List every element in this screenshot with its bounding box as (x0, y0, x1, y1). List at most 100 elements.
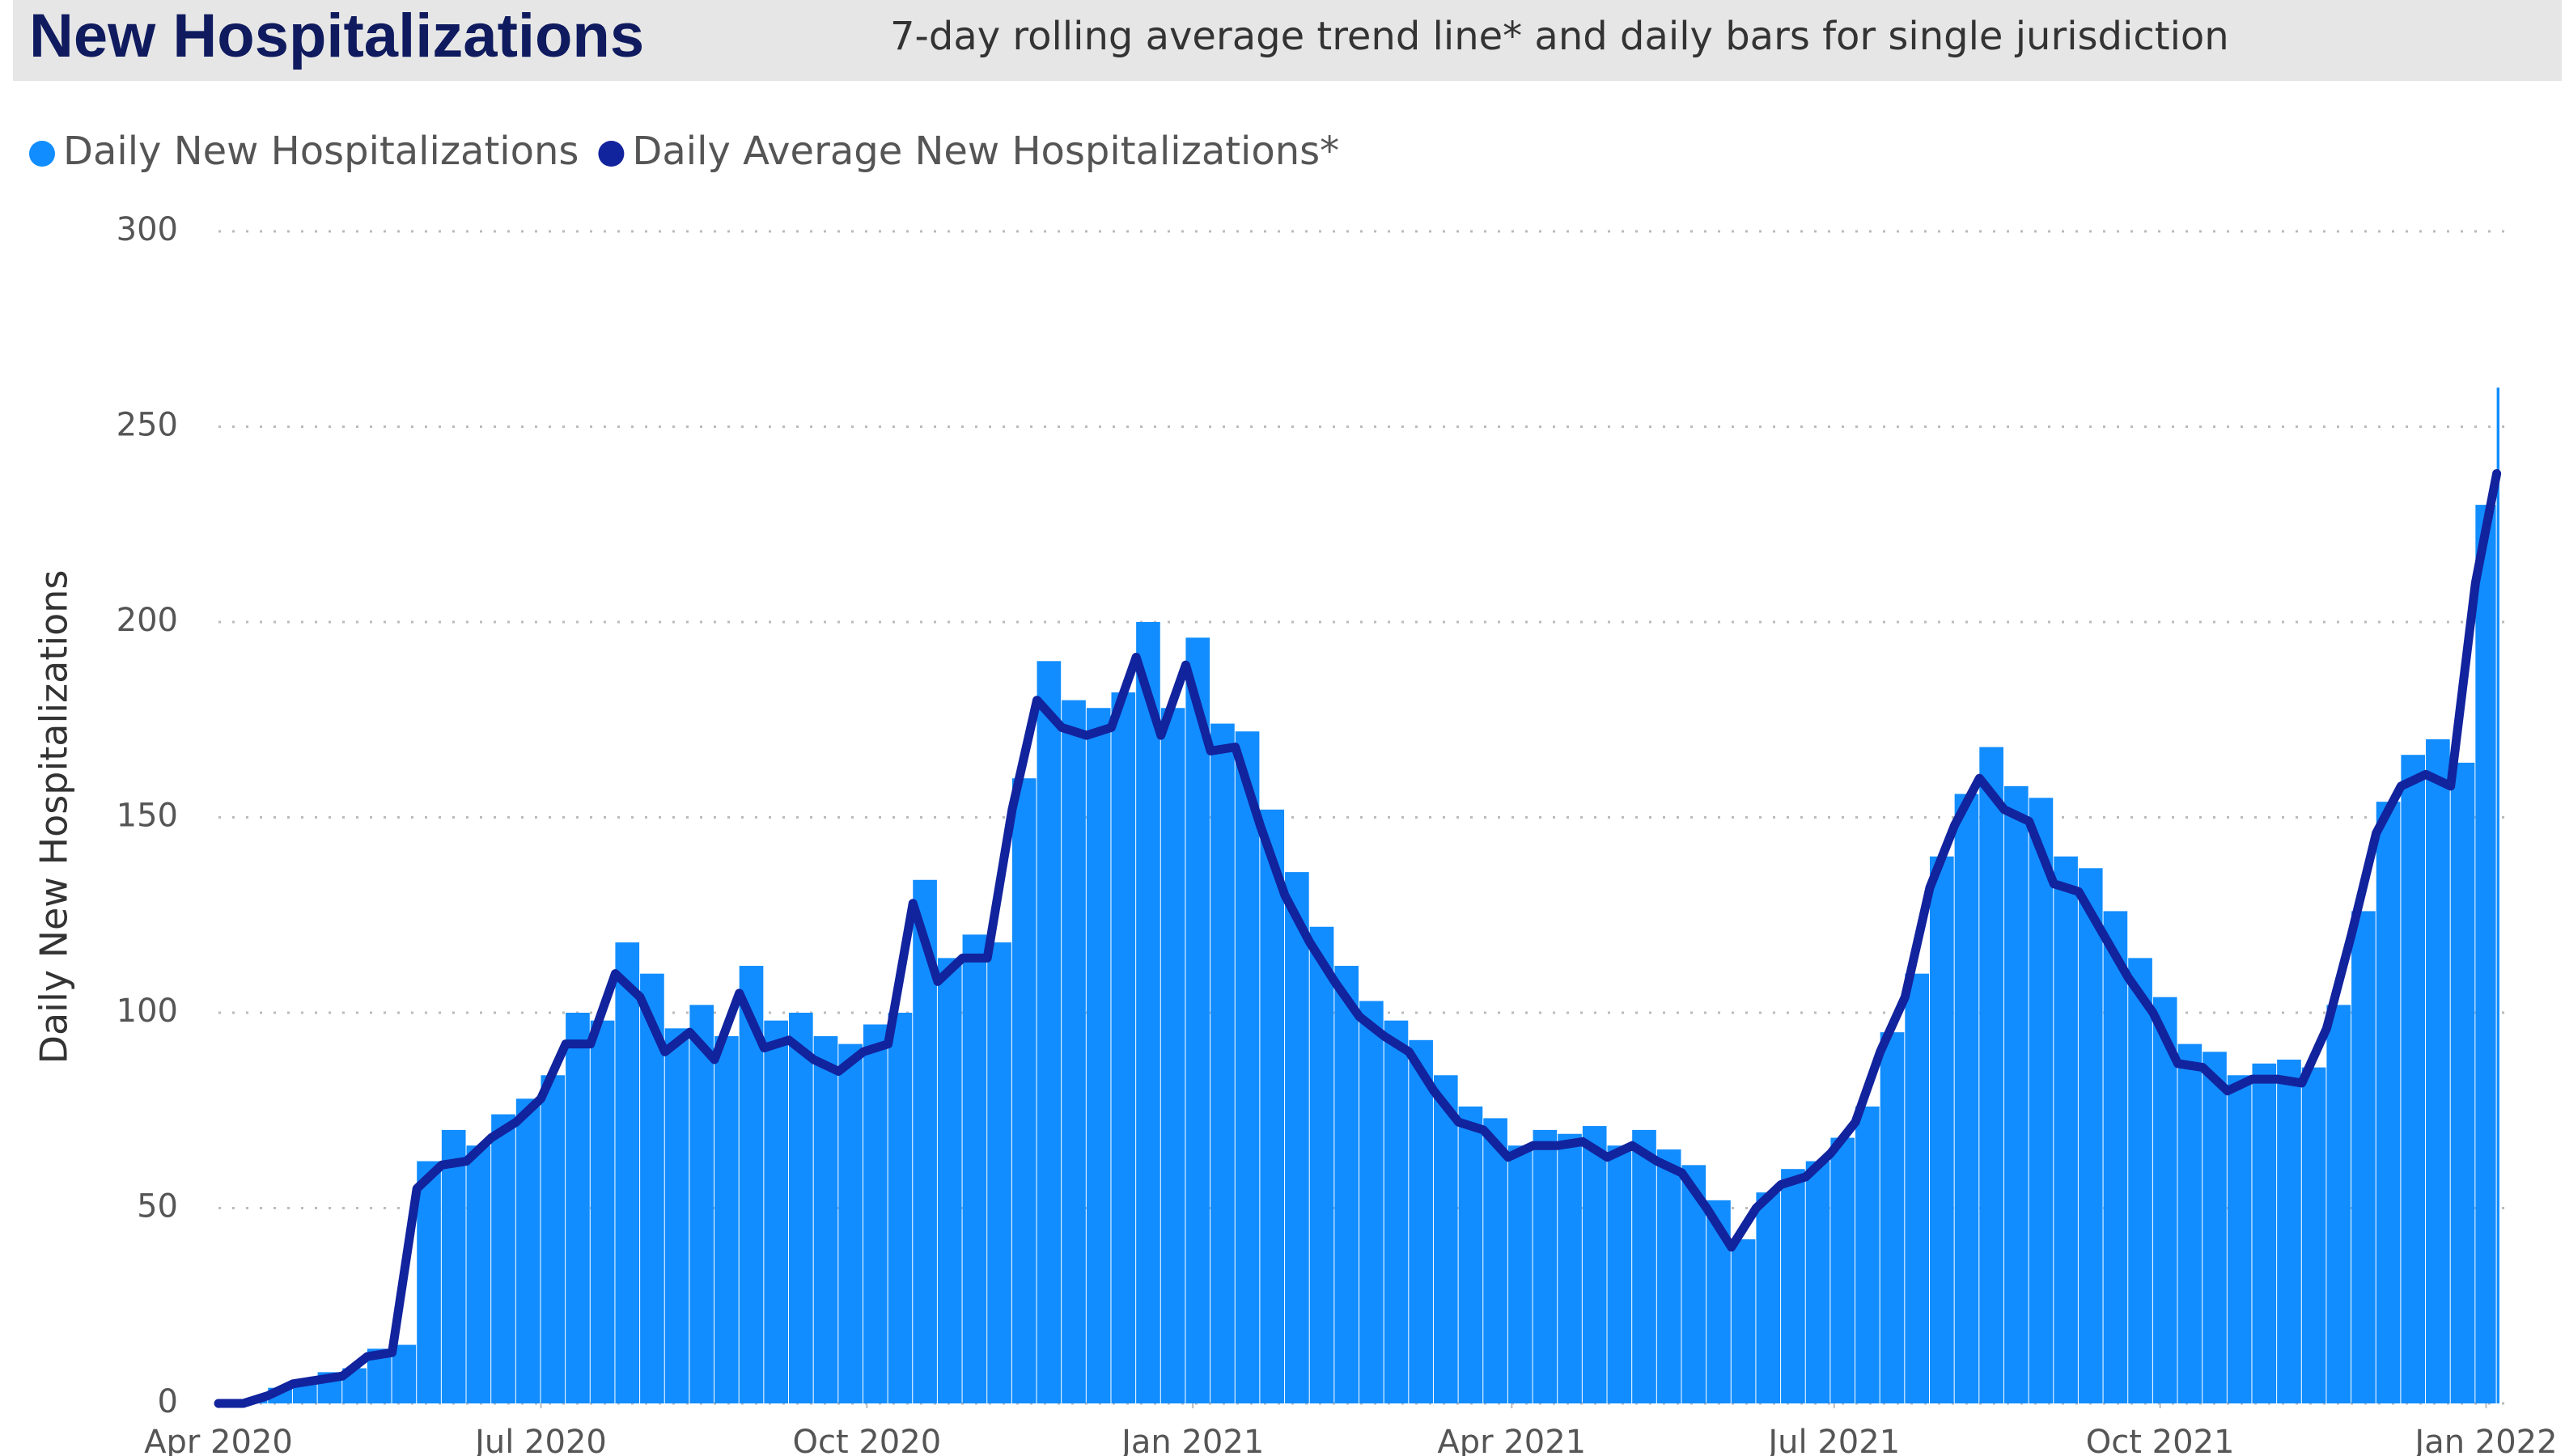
legend-label: Daily Average New Hospitalizations* (632, 129, 1339, 174)
bar (2401, 755, 2426, 1403)
bar (863, 1024, 888, 1403)
legend-marker (29, 141, 55, 167)
bar (1086, 708, 1111, 1403)
bar (937, 958, 962, 1403)
bar (2203, 1052, 2227, 1403)
bar (714, 1035, 739, 1403)
bar (2450, 762, 2475, 1403)
bar (2496, 387, 2499, 1404)
bar (1805, 1161, 1830, 1403)
x-tick-label: Jan 2022 (2412, 1424, 2557, 1456)
bar (491, 1114, 515, 1403)
y-tick-label: 200 (117, 602, 178, 639)
bar (1409, 1039, 1433, 1403)
bar (764, 1020, 788, 1403)
bar (1756, 1192, 1781, 1403)
x-tick-label: Apr 2020 (144, 1424, 293, 1456)
bar (2054, 856, 2078, 1403)
bar (515, 1098, 541, 1403)
chart-title: New Hospitalizations (29, 2, 644, 70)
bar (1781, 1169, 1805, 1403)
bar (1830, 1137, 1855, 1403)
bar (1185, 637, 1210, 1403)
bar (1260, 809, 1285, 1403)
bar (2227, 1075, 2252, 1403)
header-bar (13, 0, 2562, 81)
bar (2426, 739, 2450, 1403)
bar (813, 1035, 838, 1403)
x-tick-label: Oct 2020 (792, 1424, 941, 1456)
y-tick-label: 100 (117, 993, 178, 1030)
bar (1632, 1129, 1656, 1403)
bar (417, 1161, 441, 1403)
bar (664, 1028, 689, 1403)
bar (1905, 973, 1929, 1403)
bar (2301, 1067, 2326, 1403)
bar (2177, 1043, 2203, 1403)
y-tick-label: 0 (158, 1383, 178, 1420)
bar (2252, 1063, 2277, 1403)
bar (441, 1129, 466, 1403)
bar (2351, 911, 2376, 1403)
bar (2003, 785, 2029, 1403)
bar (1855, 1106, 1880, 1403)
bar (1285, 872, 1309, 1403)
bar (2326, 1005, 2351, 1403)
bar (1334, 966, 1359, 1403)
bar (1533, 1129, 1558, 1403)
bar (1930, 856, 1954, 1403)
bar (962, 934, 987, 1403)
bar (1582, 1126, 1607, 1403)
bar (1359, 1001, 1384, 1403)
chart-subtitle: 7-day rolling average trend line* and da… (890, 14, 2229, 59)
legend-marker (598, 141, 625, 167)
bar (1384, 1020, 1409, 1403)
bar (566, 1013, 590, 1403)
x-tick-label: Oct 2021 (2086, 1424, 2235, 1456)
bar (1954, 794, 1979, 1403)
y-tick-label: 300 (117, 211, 178, 248)
y-tick-label: 250 (117, 407, 178, 444)
bar (1235, 731, 1260, 1403)
x-tick-label: Jul 2021 (1766, 1424, 1900, 1456)
bar (1458, 1106, 1483, 1403)
bar (689, 1005, 714, 1403)
bar (1210, 723, 1235, 1403)
bar (2277, 1059, 2301, 1403)
bar (1433, 1075, 1458, 1403)
bar (590, 1020, 615, 1403)
y-axis-label: Daily New Hospitalizations (32, 570, 76, 1064)
bar (2475, 505, 2496, 1403)
trend-line (214, 468, 2502, 1408)
bar (1062, 700, 1086, 1403)
bar (1880, 1032, 1905, 1403)
bar (1111, 692, 1136, 1403)
bar (1483, 1118, 1507, 1403)
bar (2029, 798, 2054, 1403)
x-tick-label: Jul 2020 (473, 1424, 607, 1456)
bar (2103, 911, 2128, 1403)
bar (1037, 661, 1062, 1403)
bar (1309, 926, 1334, 1403)
bar (1136, 622, 1160, 1403)
bar (2128, 958, 2152, 1403)
bar (466, 1145, 491, 1403)
bar (1160, 708, 1185, 1403)
bar (1979, 747, 2003, 1403)
bar (1656, 1149, 1681, 1403)
bar (615, 942, 640, 1403)
bar (789, 1013, 813, 1403)
bar (987, 942, 1011, 1403)
legend-label: Daily New Hospitalizations (63, 129, 579, 174)
bar (1607, 1145, 1632, 1403)
y-tick-label: 50 (137, 1188, 178, 1225)
bar (1507, 1145, 1533, 1403)
bar (2078, 868, 2103, 1403)
bar (1558, 1133, 1582, 1403)
bar (541, 1075, 566, 1403)
bar (2376, 802, 2401, 1403)
x-tick-label: Apr 2021 (1437, 1424, 1586, 1456)
bar (1731, 1239, 1756, 1403)
y-tick-label: 150 (117, 798, 178, 835)
